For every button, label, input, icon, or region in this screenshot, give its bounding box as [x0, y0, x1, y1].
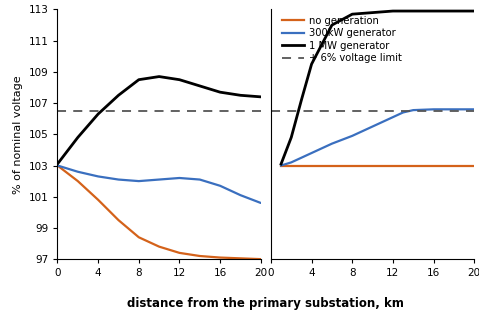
Text: distance from the primary substation, km: distance from the primary substation, km [127, 296, 404, 309]
Y-axis label: % of nominal voltage: % of nominal voltage [13, 75, 23, 194]
Legend: no generation, 300kW generator, 1 MW generator, + 6% voltage limit: no generation, 300kW generator, 1 MW gen… [278, 12, 406, 68]
